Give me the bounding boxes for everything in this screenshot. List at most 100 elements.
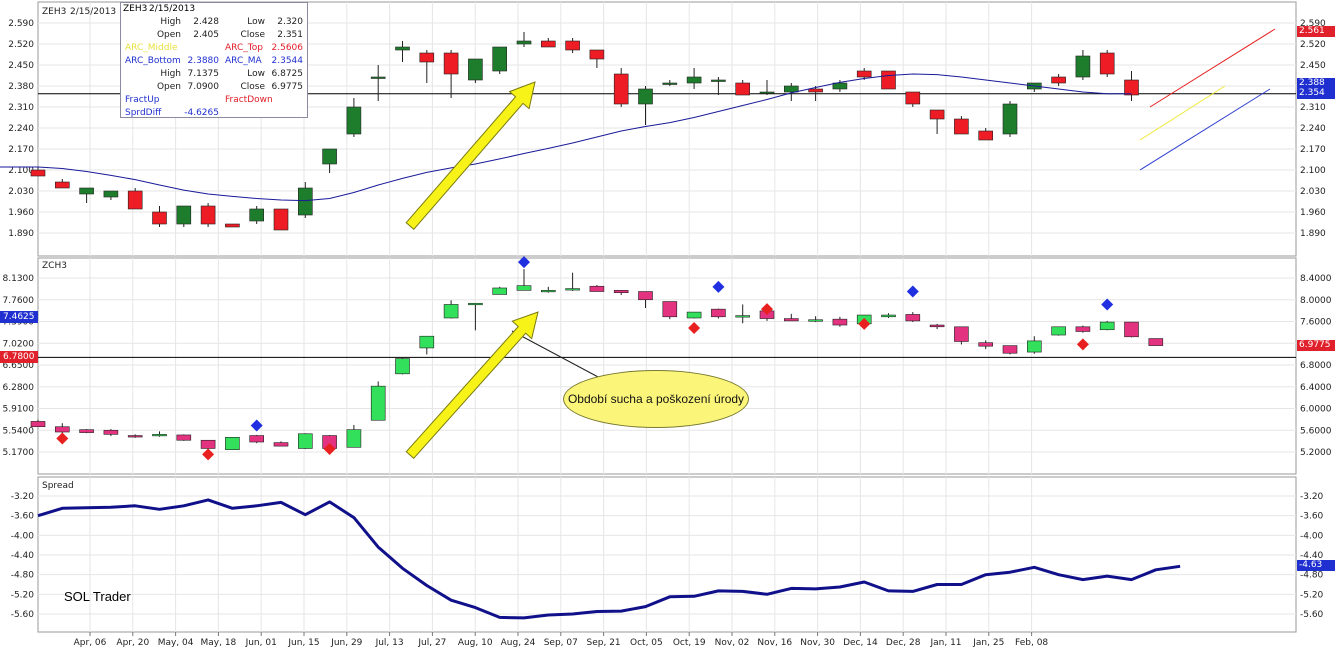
zeh-candle [516, 40, 532, 45]
zch-candle [30, 421, 46, 428]
y-tick-label-right: 2.310 [1300, 103, 1326, 113]
zeh-candle [419, 52, 435, 63]
info-value: 7.0900 [187, 82, 220, 92]
info-title: ZEH3 [123, 4, 148, 14]
fractal-up [518, 256, 530, 269]
y-tick-label-right: 5.2000 [1300, 448, 1332, 458]
right-value-tag: 6.9775 [1297, 339, 1335, 351]
yellow-arrow-zch [405, 311, 539, 460]
y-tick-label-right: 8.0000 [1300, 296, 1332, 306]
x-tick-label: Jun, 29 [330, 638, 363, 648]
y-tick-label-left: 2.450 [8, 61, 34, 71]
zch-candle [1027, 340, 1042, 353]
y-tick-label-left: -4.80 [11, 571, 35, 581]
y-tick-label-left: 2.100 [8, 166, 34, 176]
zch-candle [662, 301, 678, 318]
x-tick-label: Jun, 15 [287, 638, 319, 648]
zeh-candle [225, 223, 240, 228]
fractal-up [1101, 298, 1114, 311]
zeh-candle [346, 106, 362, 135]
zch-candle [225, 437, 240, 450]
zeh-candle [638, 88, 653, 105]
fractal-down [202, 448, 215, 461]
zch-candle [273, 442, 289, 447]
x-tick-label: Nov, 02 [715, 638, 750, 648]
zeh-candle [322, 148, 337, 165]
zch-candle [783, 318, 799, 322]
x-tick-label: Feb, 08 [1015, 638, 1048, 648]
zeh-candle [711, 79, 726, 82]
y-tick-label-right: 2.520 [1300, 40, 1326, 50]
left-value-tag: 6.7800 [0, 351, 38, 364]
x-tick-label: Sep, 07 [544, 638, 578, 648]
info-label: ARC_Top [225, 43, 263, 53]
info-value: 2.3544 [271, 56, 304, 66]
zeh-candle [929, 109, 945, 120]
zeh-candle [297, 187, 313, 216]
zeh-candle [905, 91, 921, 105]
info-label: Low [247, 69, 265, 79]
y-tick-label-left: 1.960 [8, 208, 34, 218]
zch-candle [492, 287, 508, 295]
y-tick-label-left: 2.240 [8, 124, 34, 134]
zch-candle [711, 308, 726, 318]
y-tick-label-left: 6.6500 [3, 361, 35, 371]
arc-top-line [1149, 28, 1276, 108]
zch-candle [686, 311, 702, 319]
zeh-candle [686, 76, 702, 84]
zeh-candle [370, 76, 386, 79]
zch-candle [808, 319, 823, 322]
zeh-candle [662, 82, 678, 85]
x-tick-label: Dec, 28 [886, 638, 921, 648]
y-tick-label-right: 2.030 [1300, 187, 1326, 197]
zch-candle [613, 290, 629, 293]
zeh-candle [443, 52, 459, 75]
zch-candle [297, 433, 313, 449]
zch-candle [881, 314, 896, 318]
y-tick-label-left: 5.9100 [3, 405, 35, 415]
y-tick-label-left: 5.1700 [3, 448, 35, 458]
zeh-candle [759, 91, 775, 94]
y-tick-label-right: 1.960 [1300, 208, 1326, 218]
y-tick-label-right: -5.60 [1300, 610, 1324, 620]
zeh-candle [395, 46, 410, 51]
info-value: 2.405 [193, 30, 219, 40]
y-tick-label-left: 8.1300 [3, 274, 35, 284]
right-value-tag: 2.561 [1297, 25, 1335, 37]
y-tick-label-left: -5.60 [11, 610, 35, 620]
zch-candle [1051, 326, 1066, 336]
zch-candle [79, 429, 94, 433]
y-tick-label-right: 6.4000 [1300, 383, 1332, 393]
x-tick-label: Nov, 30 [800, 638, 835, 648]
info-label: Close [240, 82, 265, 92]
info-label: High [160, 69, 181, 79]
info-label: FractDown [225, 95, 273, 105]
zeh-candle [540, 40, 556, 48]
info-label: ARC_MA [225, 56, 262, 66]
zch-candle [929, 324, 945, 328]
zch-candle [468, 302, 483, 306]
fractal-down [688, 321, 701, 334]
zch-candle [346, 429, 362, 448]
zch-candle [152, 434, 167, 437]
axis-ticks: 1.890 1.890 1.960 1.960 2.030 2.030 2.100 2.100… [3, 7, 1332, 620]
fractal-up [712, 280, 725, 293]
zch-candle [443, 304, 459, 319]
zch-candle [638, 291, 653, 301]
zeh-candle [1124, 79, 1139, 96]
zch-candle [954, 326, 969, 342]
y-tick-label-right: 8.4000 [1300, 274, 1332, 284]
annotation-bubble: Období sucha a poškození úrody [563, 370, 749, 428]
annotation-text: Období sucha a poškození úrody [567, 391, 745, 406]
yellow-arrow-zeh [405, 81, 536, 231]
y-tick-label-left: 2.030 [8, 187, 34, 197]
zch-candle [540, 290, 556, 293]
panel-date: 2/15/2013 [70, 7, 116, 17]
info-value: 2.320 [277, 17, 303, 27]
ma-line [0, 73, 1132, 202]
info-value: 2.5606 [271, 43, 304, 53]
x-tick-label: Apr, 20 [116, 638, 149, 648]
zch-candle [565, 288, 580, 291]
y-tick-label-left: 6.2800 [3, 383, 35, 393]
